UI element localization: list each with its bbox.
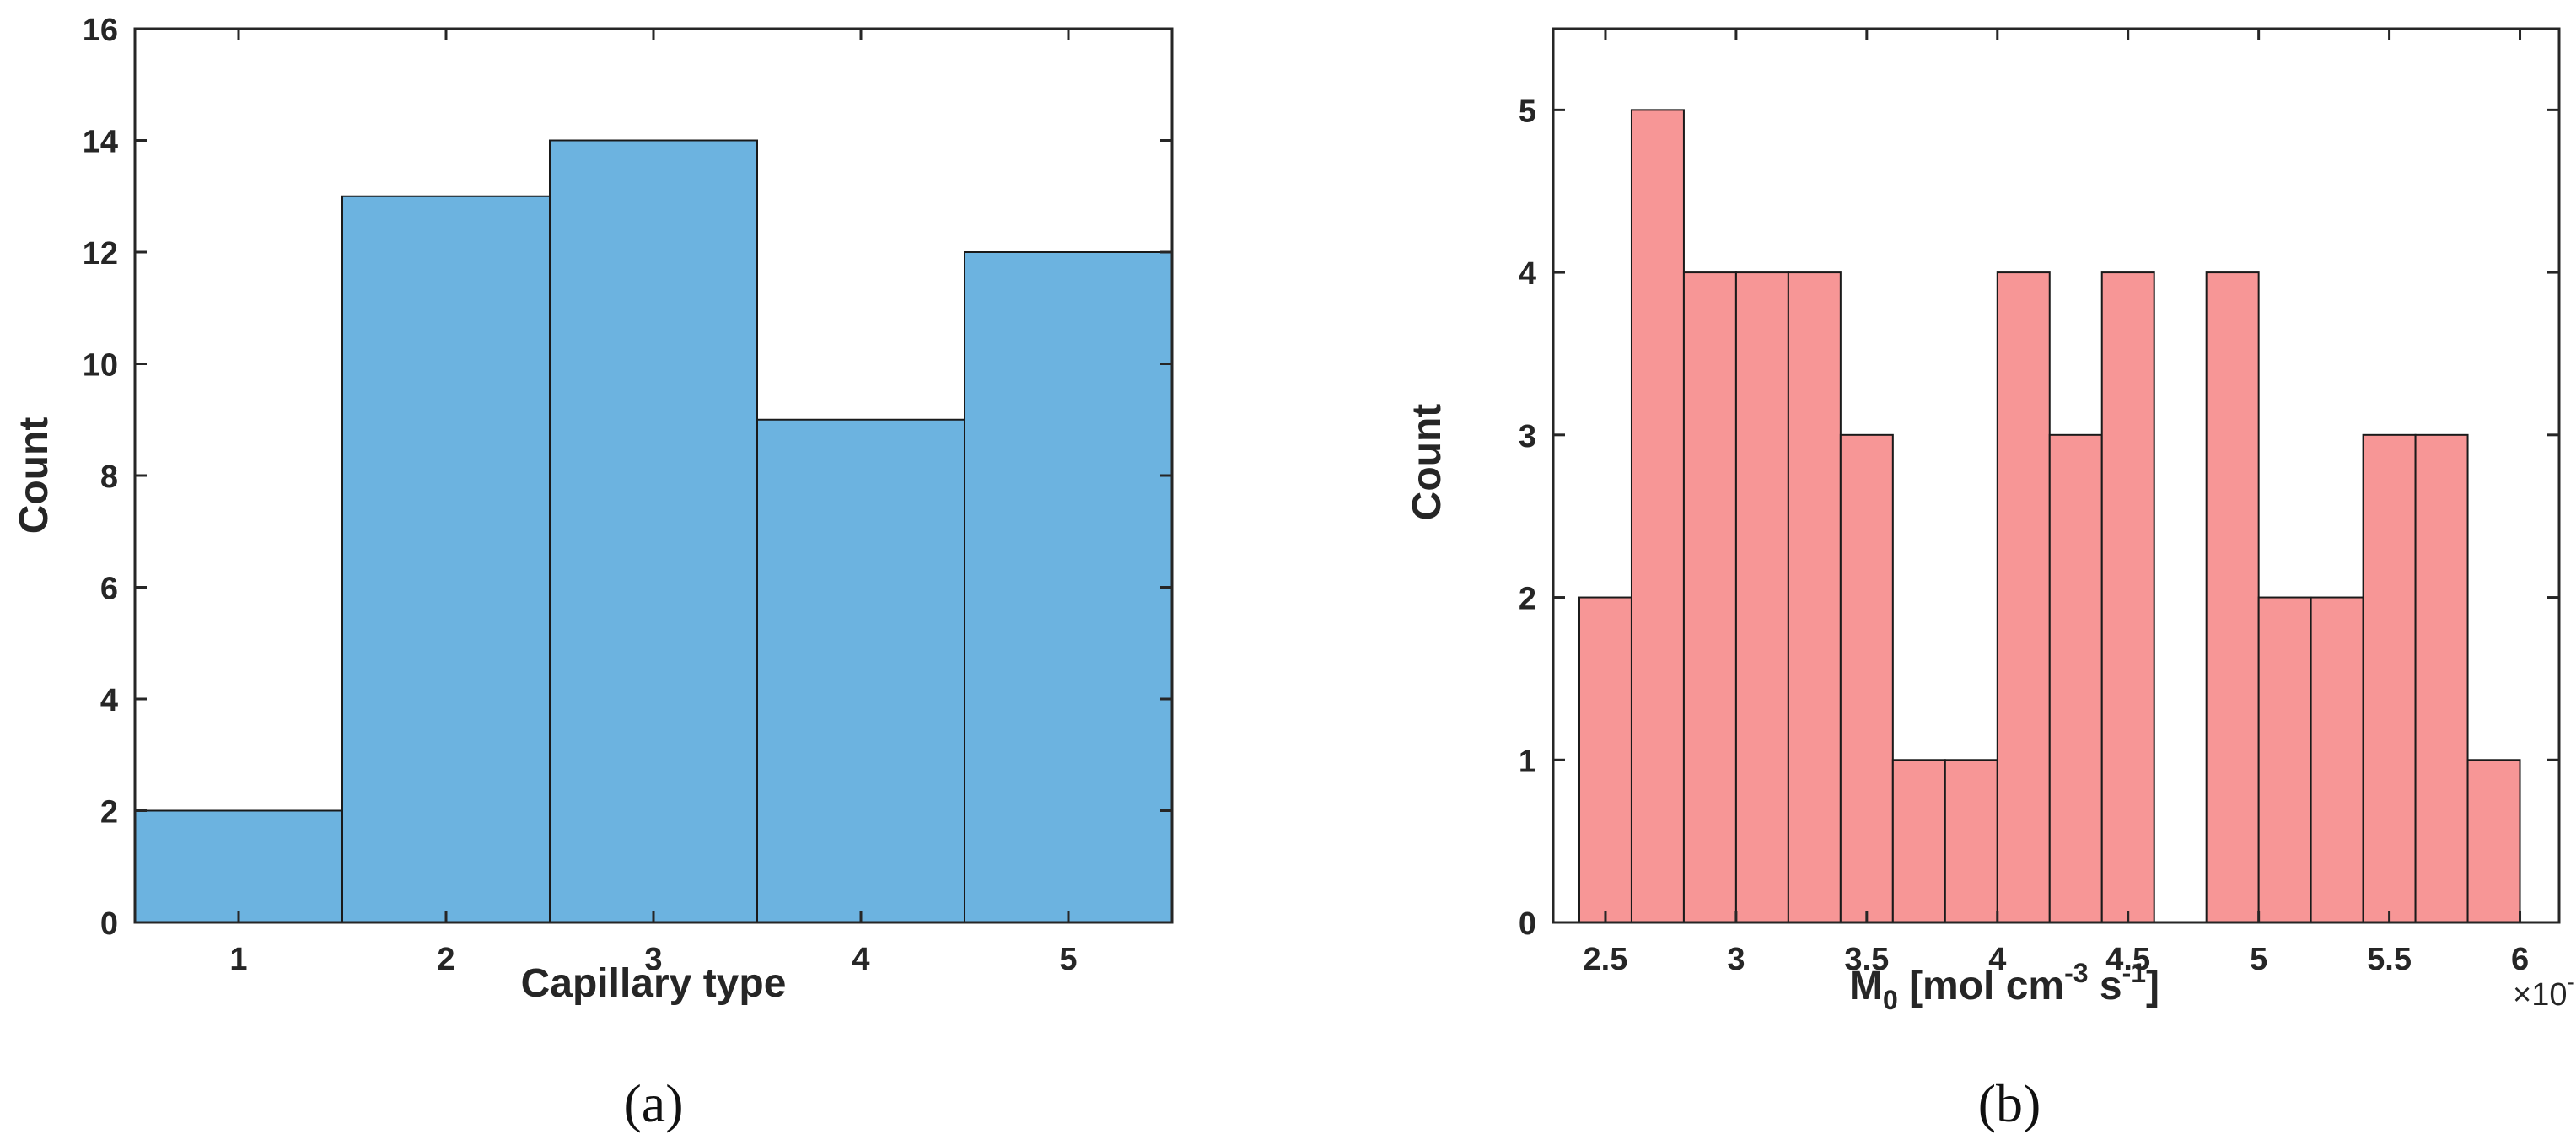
x-tick-label: 2 <box>437 942 454 977</box>
bar <box>2310 596 2364 924</box>
x-axis-multiplier: ×10-9 <box>2513 969 2576 1013</box>
y-tick-label: 4 <box>100 683 118 718</box>
x-axis-units: ] <box>2146 964 2159 1008</box>
y-tick-label: 10 <box>83 348 118 384</box>
bar <box>549 139 758 923</box>
x-axis-subscript: 0 <box>1883 985 1898 1015</box>
bars <box>134 139 1173 923</box>
x-tick-label: 5.5 <box>2367 942 2412 977</box>
y-tick-label: 12 <box>83 236 118 271</box>
y-tick-label: 3 <box>1519 419 1536 454</box>
x-ticks: 2.5 3 3.5 4 4.5 5 5.5 6 <box>1584 29 2529 977</box>
axes-frame <box>1552 27 2561 924</box>
bar <box>1891 759 1946 923</box>
bar <box>964 251 1173 923</box>
x-axis-superscript: -1 <box>2122 958 2146 988</box>
multiplier-exponent: -9 <box>2567 969 2576 995</box>
bar <box>1996 271 2051 924</box>
x-axis-units: [mol cm <box>1898 964 2064 1008</box>
bar <box>1630 109 1685 923</box>
x-axis-superscript: -3 <box>2064 958 2088 988</box>
bar <box>2205 271 2260 924</box>
panel-caption: (a) <box>623 1073 683 1133</box>
x-tick-label: 6 <box>2511 942 2529 977</box>
y-tick-label: 14 <box>83 125 118 160</box>
y-tick-label: 5 <box>1519 94 1536 129</box>
y-tick-label: 8 <box>100 460 118 495</box>
y-axis-label: Count <box>1405 404 1449 521</box>
x-tick-label: 4.5 <box>2105 942 2150 977</box>
y-tick-label: 16 <box>83 13 118 48</box>
bar <box>2048 433 2103 923</box>
y-tick-label: 4 <box>1519 256 1536 292</box>
bar <box>1944 759 1998 923</box>
bar <box>2362 433 2417 923</box>
x-axis-units: s <box>2089 964 2122 1008</box>
x-axis-label: Capillary type <box>521 961 787 1006</box>
y-axis-label: Count <box>12 417 56 535</box>
x-tick-label: 2.5 <box>1584 942 1628 977</box>
bar <box>1839 433 1894 923</box>
y-ticks: 0 2 4 6 8 10 12 14 16 <box>83 13 1172 942</box>
bar <box>1682 271 1737 924</box>
bar <box>2414 433 2469 923</box>
y-tick-label: 6 <box>100 572 118 607</box>
x-tick-label: 3 <box>1727 942 1745 977</box>
bar <box>341 195 551 923</box>
bar <box>134 809 343 923</box>
x-tick-label: 4 <box>852 942 869 977</box>
y-tick-label: 2 <box>1519 582 1536 617</box>
bars <box>1578 109 2521 924</box>
multiplier-base: ×10 <box>2513 977 2567 1013</box>
x-tick-label: 3.5 <box>1844 942 1889 977</box>
y-tick-label: 0 <box>100 906 118 942</box>
x-tick-label: 4 <box>1988 942 2006 977</box>
bar <box>2257 596 2312 924</box>
panel-caption: (b) <box>1978 1073 2041 1133</box>
y-tick-label: 0 <box>1519 906 1536 942</box>
x-axis-label: M0 [mol cm-3 s-1] <box>1849 958 2159 1015</box>
bar <box>1578 596 1632 924</box>
x-tick-label: 5 <box>2250 942 2267 977</box>
bar <box>1787 271 1842 924</box>
bar <box>2100 271 2155 924</box>
bar <box>2466 759 2521 923</box>
bar <box>756 418 965 923</box>
x-tick-label: 5 <box>1059 942 1077 977</box>
x-tick-label: 1 <box>229 942 247 977</box>
y-tick-label: 1 <box>1519 744 1536 779</box>
bar <box>1734 271 1789 924</box>
y-ticks: 0 1 2 3 4 5 <box>1519 94 2559 942</box>
x-axis-symbol: M <box>1849 964 1883 1008</box>
x-ticks: 1 2 3 4 5 <box>229 29 1078 977</box>
y-tick-label: 2 <box>100 795 118 831</box>
x-tick-label: 3 <box>644 942 662 977</box>
